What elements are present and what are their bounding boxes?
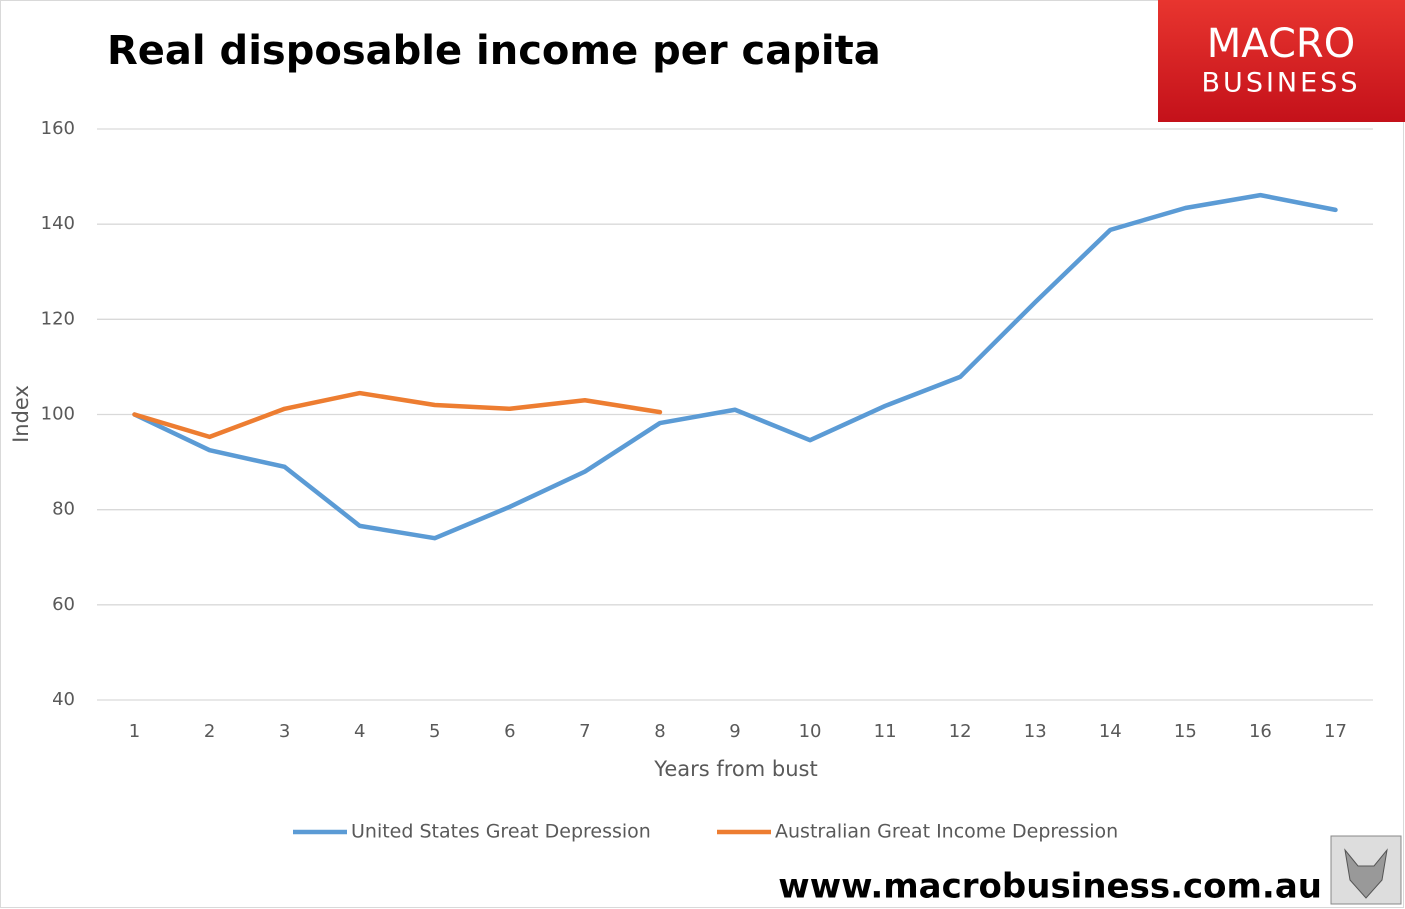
legend-label: United States Great Depression [351, 821, 651, 843]
logo-text: MACRO [1207, 21, 1355, 67]
series-line [132, 390, 663, 440]
x-tick-label: 15 [1174, 721, 1197, 742]
x-tick-label: 10 [799, 721, 822, 742]
x-tick-label: 12 [949, 721, 972, 742]
x-tick-label: 11 [874, 721, 897, 742]
y-tick-label: 80 [52, 499, 75, 520]
x-tick-label: 16 [1249, 721, 1272, 742]
x-tick-label: 7 [579, 721, 590, 742]
logo-box [1158, 0, 1405, 122]
x-tick-label: 9 [729, 721, 740, 742]
x-tick-label: 14 [1099, 721, 1122, 742]
x-tick-label: 17 [1324, 721, 1347, 742]
y-tick-label: 60 [52, 594, 75, 615]
x-tick-label: 6 [504, 721, 515, 742]
legend-label: Australian Great Income Depression [775, 821, 1118, 843]
x-tick-label: 5 [429, 721, 440, 742]
logo-icon [1344, 848, 1388, 899]
y-axis-label: Index [9, 385, 33, 443]
x-tick-label: 2 [204, 721, 215, 742]
x-tick-label: 4 [354, 721, 365, 742]
x-tick-label: 3 [279, 721, 290, 742]
y-tick-label: 120 [41, 308, 75, 329]
logo-text: BUSINESS [1202, 68, 1361, 99]
series-line [132, 192, 1338, 541]
x-tick-label: 8 [654, 721, 665, 742]
y-tick-label: 40 [52, 689, 75, 710]
chart-title: Real disposable income per capita [107, 28, 881, 74]
x-axis-label: Years from bust [653, 757, 817, 781]
y-tick-label: 160 [41, 118, 75, 139]
x-tick-label: 13 [1024, 721, 1047, 742]
x-tick-label: 1 [129, 721, 140, 742]
y-tick-label: 140 [41, 213, 75, 234]
footer-url: www.macrobusiness.com.au [778, 867, 1322, 907]
y-tick-label: 100 [41, 404, 75, 425]
